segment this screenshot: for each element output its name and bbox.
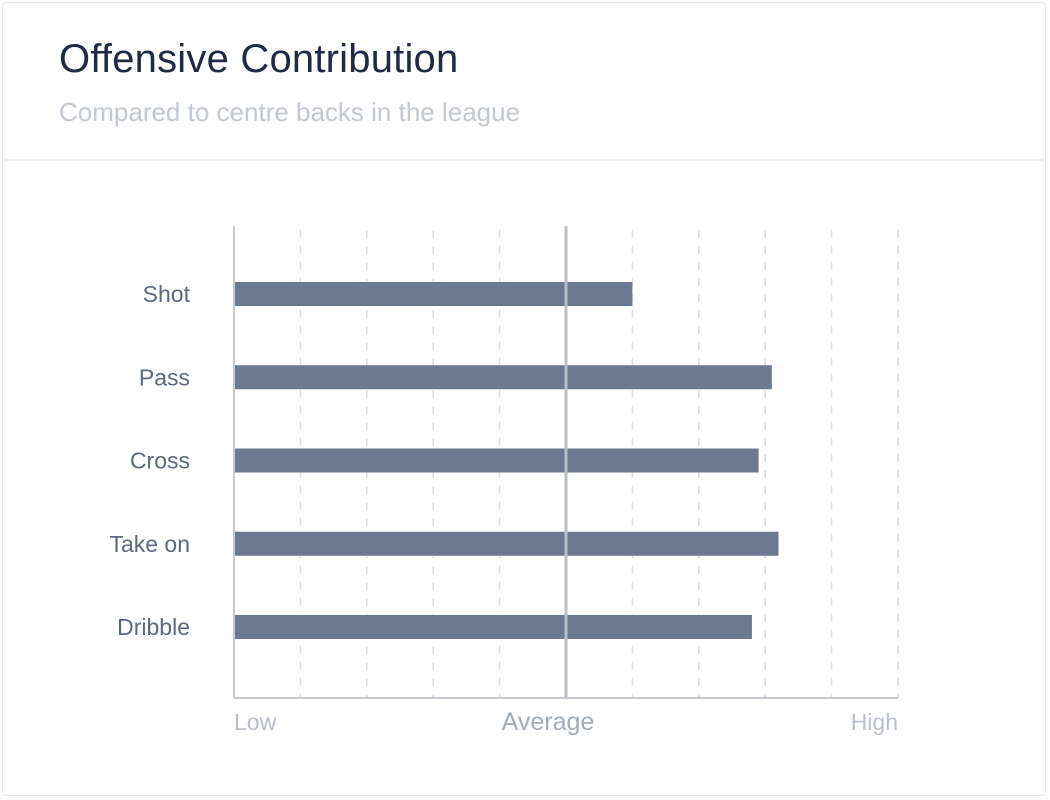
bars [234,282,779,639]
bar-dribble [234,615,752,639]
bar-shot [234,282,633,306]
axes [233,226,898,699]
x-tick-label: High [851,709,898,735]
chart-title: Offensive Contribution [59,37,459,81]
category-label: Pass [139,364,190,390]
category-label: Cross [130,448,190,474]
bar-pass [234,365,772,390]
labels: Shot Pass Cross Take on Dribble Low Average Hig… [109,281,898,736]
category-label: Shot [143,281,191,307]
x-tick-label: Average [502,708,595,736]
category-label: Dribble [117,614,190,640]
card-header: Offensive Contribution Compared to centr… [3,3,1045,161]
category-label: Take on [109,531,190,557]
x-tick-label: Low [234,709,277,735]
bar-take-on [234,531,779,556]
bar-cross [234,448,759,473]
chart-subtitle: Compared to centre backs in the league [59,97,521,127]
